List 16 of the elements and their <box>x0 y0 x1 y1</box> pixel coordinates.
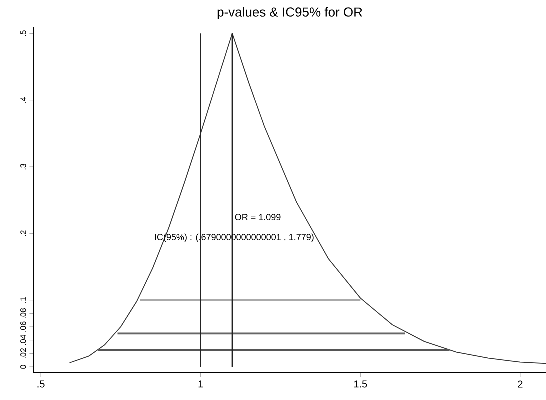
y-tick-label: .02 <box>20 348 26 358</box>
x-tick-label: 2 <box>518 380 523 388</box>
y-tick-label: .5 <box>20 30 26 36</box>
x-tick-label: 1.5 <box>354 380 368 388</box>
y-tick-label: 0 <box>20 365 26 369</box>
annotation: OR = 1.099 <box>235 214 281 220</box>
x-tick-label: .5 <box>38 380 45 388</box>
y-tick-label: .2 <box>20 230 26 236</box>
y-tick-label: .04 <box>20 335 26 346</box>
x-tick-label: 1 <box>198 380 204 388</box>
y-tick-label: .08 <box>20 308 26 318</box>
y-tick-label: .06 <box>20 322 26 332</box>
y-tick-label: .1 <box>20 297 26 303</box>
y-tick-label: .4 <box>20 97 26 103</box>
y-tick-label: .3 <box>20 164 26 170</box>
chart-title: p-values & IC95% for OR <box>218 7 362 20</box>
